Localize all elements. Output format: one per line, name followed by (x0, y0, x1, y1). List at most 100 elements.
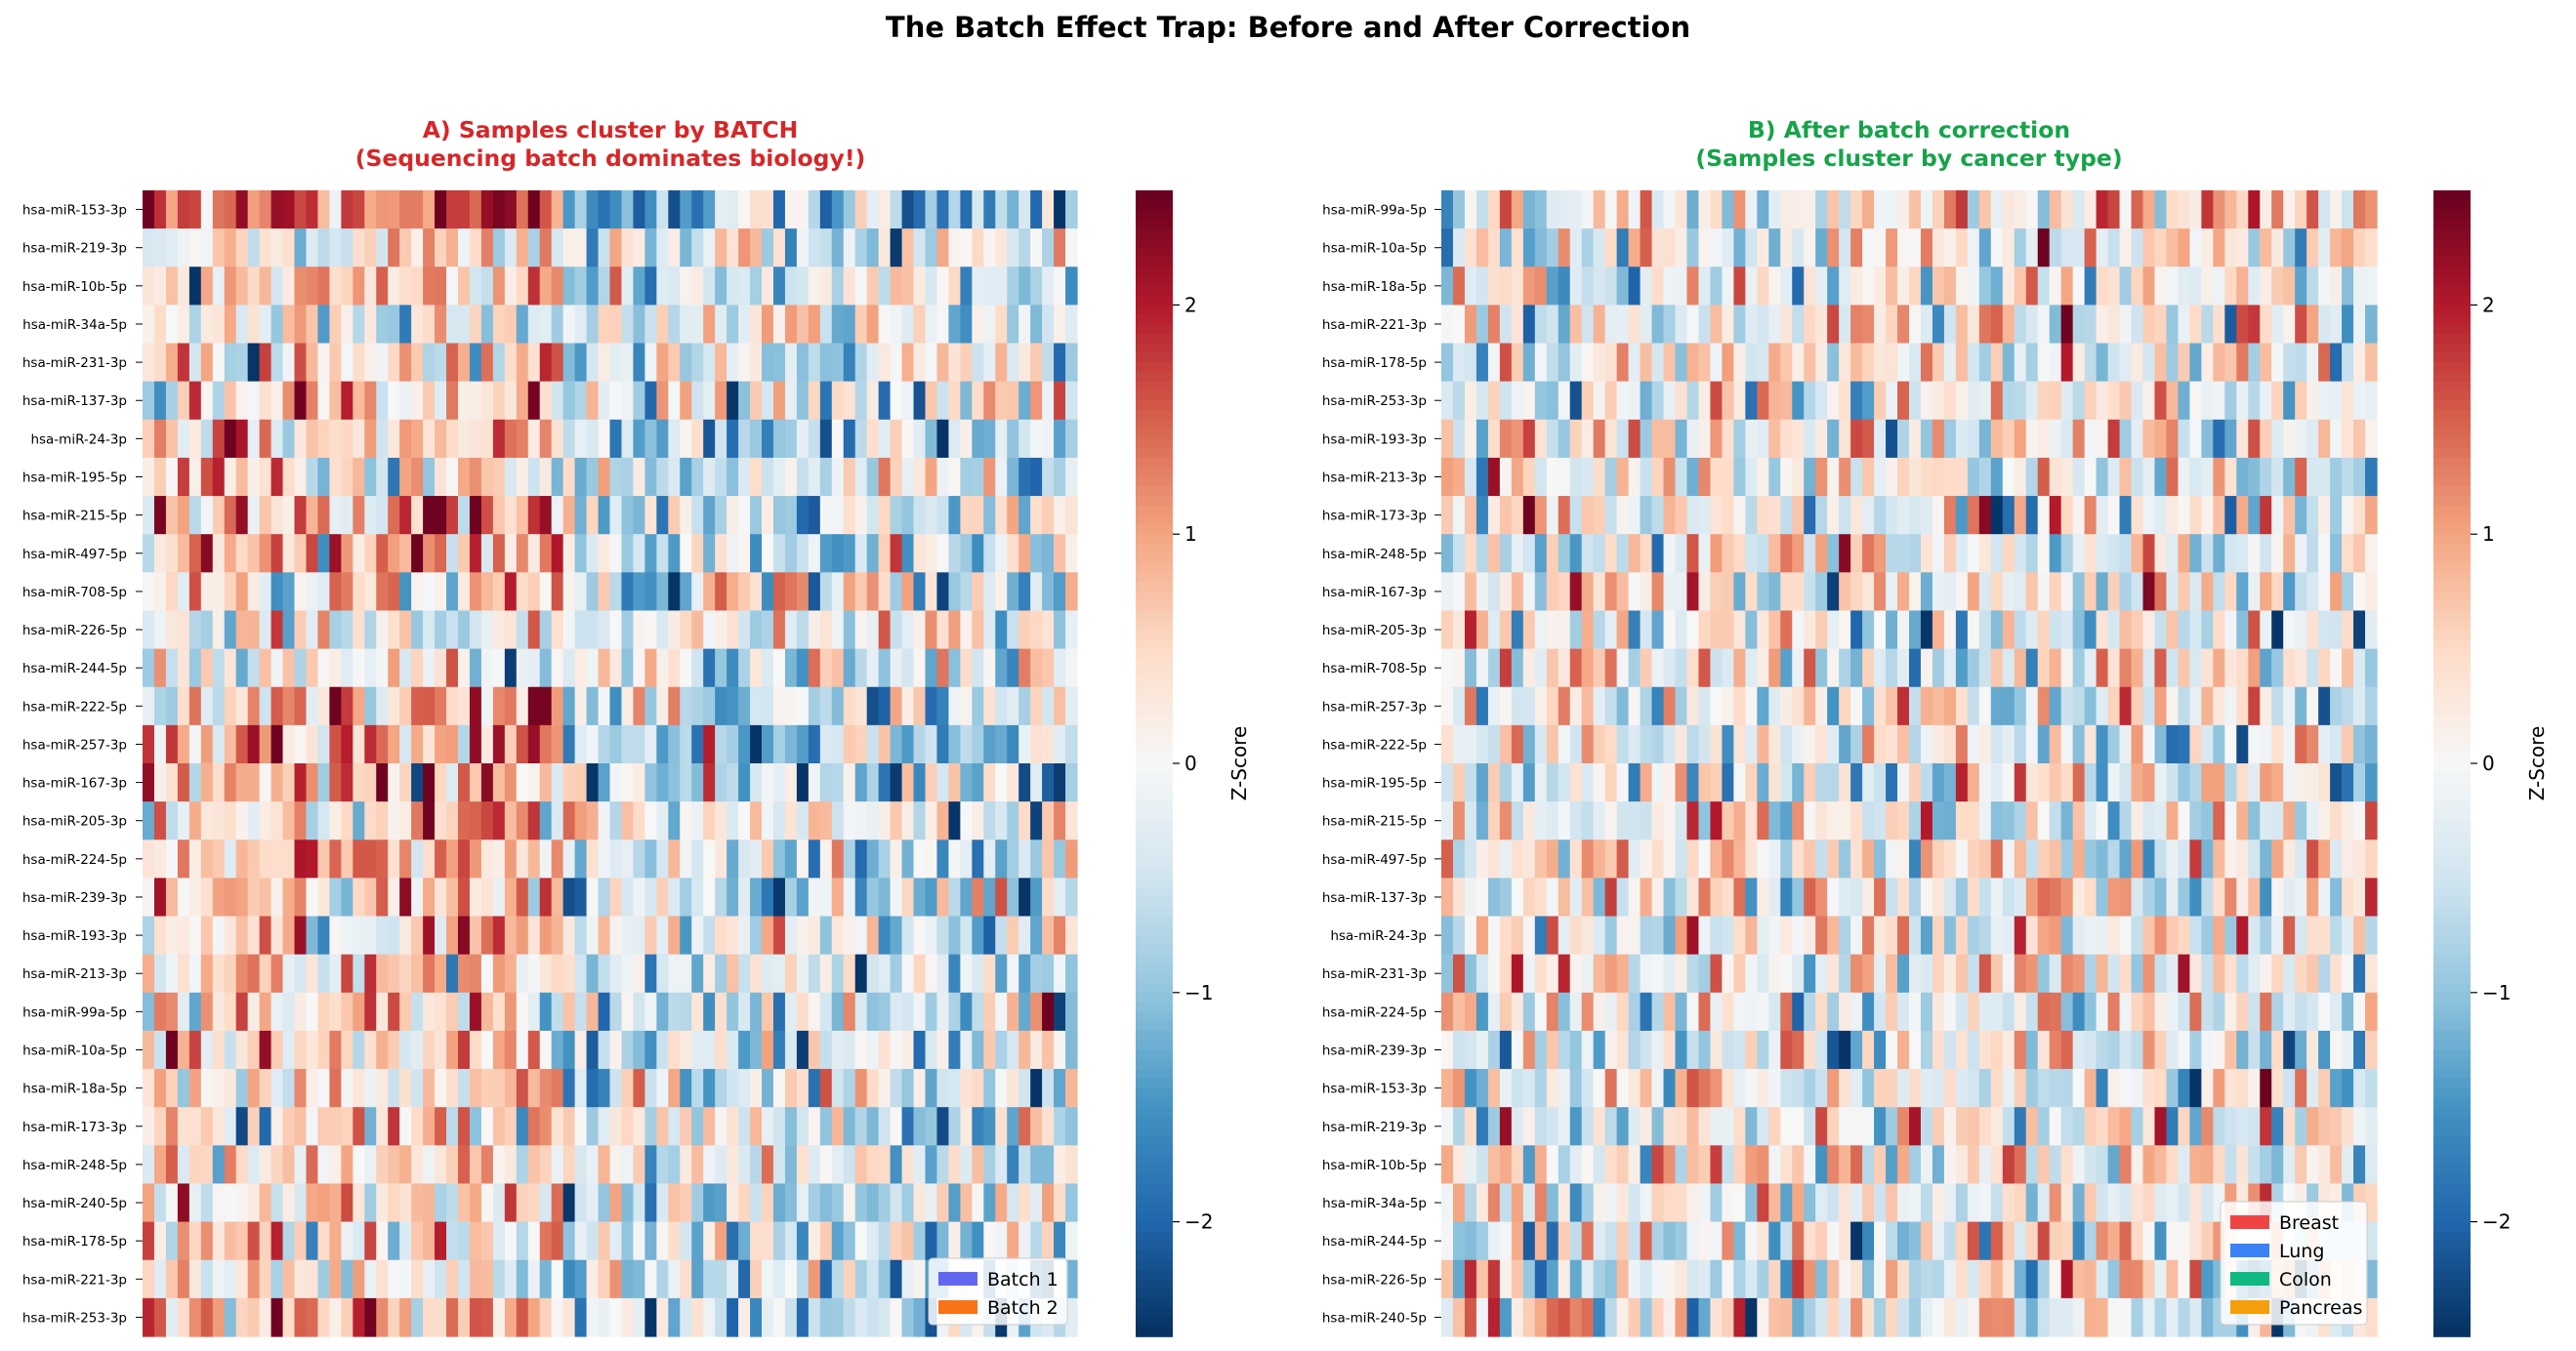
heatmap-cell (1733, 534, 1746, 573)
heatmap-cell (1018, 1069, 1031, 1108)
heatmap-cell (399, 724, 412, 764)
heatmap-cell (2014, 1030, 2027, 1070)
heatmap-cell (2353, 839, 2366, 879)
heatmap-cell (2295, 457, 2307, 497)
heatmap-cell (388, 1297, 400, 1337)
heatmap-cell (2224, 801, 2237, 840)
heatmap-cell (1475, 1259, 1489, 1299)
heatmap-cell (539, 686, 553, 726)
heatmap-cell (1909, 266, 1922, 306)
heatmap-cell (1487, 801, 1501, 840)
heatmap-cell (2154, 610, 2168, 650)
heatmap-cell (750, 648, 763, 688)
heatmap-cell (1452, 686, 1466, 726)
heatmap-cell (2342, 763, 2354, 802)
heatmap-cell (668, 954, 681, 994)
heatmap-cell (435, 686, 447, 726)
heatmap-cell (843, 686, 856, 726)
heatmap-cell (1581, 839, 1595, 879)
heatmap-cell (1604, 1107, 1618, 1146)
heatmap-cell (1943, 1297, 1957, 1337)
heatmap-cell (762, 343, 774, 383)
heatmap-cell (1804, 572, 1816, 612)
heatmap-cell (1522, 610, 1536, 650)
heatmap-cell (399, 457, 412, 497)
heatmap-cell (960, 266, 973, 306)
heatmap-cell (1850, 1221, 1863, 1261)
heatmap-cell (843, 1221, 856, 1261)
colorbar-segment (1136, 209, 1173, 221)
heatmap-cell (1722, 343, 1734, 383)
heatmap-cell (1441, 496, 1454, 535)
heatmap-cell (1722, 648, 1734, 688)
heatmap-cell (819, 878, 833, 918)
heatmap-cell (1007, 228, 1019, 267)
heatmap-cell (750, 534, 763, 573)
heatmap-cell (1815, 1145, 1828, 1185)
heatmap-cell (527, 190, 541, 229)
heatmap-cell (1792, 266, 1805, 306)
heatmap-cell (1897, 839, 1910, 879)
heatmap-cell (411, 381, 424, 421)
heatmap-cell (2049, 1145, 2062, 1185)
heatmap-cell (1593, 1221, 1606, 1261)
heatmap-cell (808, 190, 821, 229)
heatmap-cell (2060, 419, 2074, 459)
heatmap-cell (562, 572, 576, 612)
heatmap-cell (1897, 954, 1910, 994)
heatmap-cell (446, 648, 459, 688)
colorbar-segment (1136, 219, 1173, 229)
heatmap-cell (2014, 763, 2027, 802)
heatmap-cell (457, 305, 471, 345)
heatmap-cell (200, 1297, 214, 1337)
heatmap-cell (1886, 1183, 1898, 1223)
heatmap-cell (1897, 724, 1910, 764)
heatmap-cell (516, 686, 529, 726)
colorbar-segment (1136, 390, 1173, 402)
colorbar-segment (1136, 830, 1173, 841)
heatmap-cell (1007, 1107, 1019, 1146)
heatmap-cell (480, 686, 494, 726)
heatmap-cell (1967, 1030, 1980, 1070)
heatmap-cell (995, 954, 1008, 994)
heatmap-cell (1827, 190, 1840, 229)
heatmap-cell (854, 686, 868, 726)
heatmap-cell (247, 343, 261, 383)
heatmap-cell (703, 381, 716, 421)
heatmap-cell (504, 916, 518, 956)
colorbar-segment (1136, 706, 1173, 716)
heatmap-cell (960, 954, 973, 994)
heatmap-cell (925, 228, 938, 267)
heatmap-cell (668, 343, 681, 383)
heatmap-cell (469, 992, 482, 1032)
heatmap-cell (727, 228, 739, 267)
heatmap-cell (1827, 534, 1840, 573)
heatmap-cell (2201, 1069, 2214, 1108)
heatmap-cell (435, 878, 447, 918)
heatmap-cell (1675, 419, 1688, 459)
heatmap-cell (2072, 266, 2086, 306)
heatmap-cell (2189, 686, 2202, 726)
heatmap-cell (727, 1297, 739, 1337)
heatmap-cell (1909, 648, 1922, 688)
heatmap-cell (656, 228, 669, 267)
heatmap-cell (247, 1030, 261, 1070)
heatmap-cell (2037, 190, 2051, 229)
heatmap-cell (1967, 190, 1980, 229)
heatmap-cell (364, 916, 377, 956)
heatmap-cell (341, 992, 353, 1032)
heatmap-cell (854, 801, 868, 840)
heatmap-cell (1452, 1259, 1466, 1299)
heatmap-cell (1558, 419, 1571, 459)
heatmap-cell (539, 954, 553, 994)
heatmap-cell (1967, 496, 1980, 535)
heatmap-cell (2365, 496, 2378, 535)
heatmap-cell (1604, 228, 1618, 267)
heatmap-cell (656, 839, 669, 879)
heatmap-cell (1745, 954, 1758, 994)
heatmap-cell (435, 763, 447, 802)
heatmap-cell (609, 686, 623, 726)
heatmap-cell (1839, 1259, 1851, 1299)
heatmap-cell (1839, 648, 1851, 688)
heatmap-cell (2283, 496, 2296, 535)
